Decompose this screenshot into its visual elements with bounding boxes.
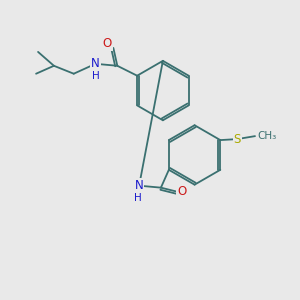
Text: CH₃: CH₃ — [257, 131, 276, 141]
Text: N: N — [91, 57, 100, 70]
Text: N: N — [135, 179, 143, 192]
Text: S: S — [233, 133, 241, 146]
Text: H: H — [134, 193, 142, 202]
Text: O: O — [103, 38, 112, 50]
Text: O: O — [177, 185, 186, 198]
Text: H: H — [92, 71, 99, 81]
